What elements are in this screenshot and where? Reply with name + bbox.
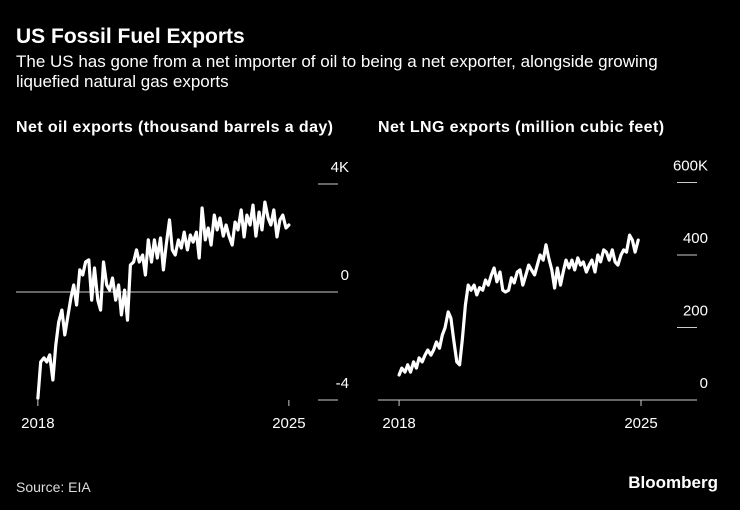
data-line bbox=[397, 233, 640, 377]
subtitle: The US has gone from a net importer of o… bbox=[16, 52, 658, 91]
title: US Fossil Fuel Exports bbox=[16, 25, 245, 48]
x-tick-label: 2025 bbox=[624, 415, 657, 432]
x-tick-label: 2025 bbox=[272, 415, 305, 432]
chart-title: Net LNG exports (million cubic feet) bbox=[378, 119, 665, 136]
data-line bbox=[36, 200, 291, 400]
source: Source: EIA bbox=[16, 479, 91, 495]
logo: Bloomberg bbox=[628, 473, 718, 492]
y-tick-label: 4K bbox=[331, 159, 349, 176]
x-tick-label: 2018 bbox=[382, 415, 415, 432]
y-tick-label: 0 bbox=[700, 375, 708, 392]
chart-title: Net oil exports (thousand barrels a day) bbox=[16, 119, 334, 136]
y-tick-label: 200 bbox=[683, 302, 708, 319]
y-tick-label: 0 bbox=[341, 267, 349, 284]
x-tick-label: 2018 bbox=[21, 415, 54, 432]
y-tick-label: -4 bbox=[336, 375, 349, 392]
y-tick-label: 600K bbox=[673, 157, 708, 174]
y-tick-label: 400 bbox=[683, 230, 708, 247]
